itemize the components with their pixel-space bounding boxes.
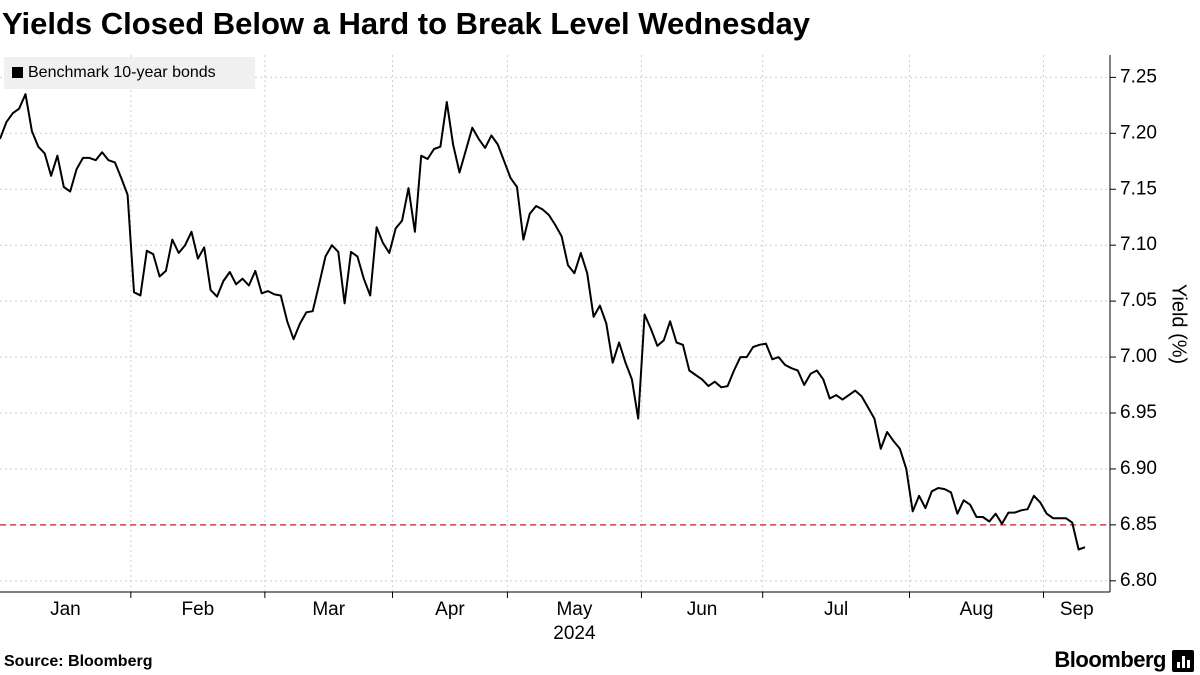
series-line — [0, 93, 1086, 551]
brand-icon-bar — [1177, 662, 1180, 668]
brand-logo: Bloomberg — [1054, 647, 1166, 672]
x-tick-label: Mar — [312, 599, 345, 620]
y-tick-label: 6.80 — [1120, 570, 1157, 591]
y-tick-label: 7.10 — [1120, 234, 1157, 255]
y-tick-label: 7.15 — [1120, 178, 1157, 199]
x-year-label: 2024 — [553, 623, 596, 644]
x-tick-label: Apr — [435, 599, 465, 620]
legend-box — [4, 57, 255, 89]
legend-label: Benchmark 10-year bonds — [28, 64, 216, 81]
y-tick-label: 7.05 — [1120, 290, 1157, 311]
y-axis-label: Yield (%) — [1168, 284, 1190, 364]
x-tick-label: Feb — [181, 599, 214, 620]
y-tick-label: 7.00 — [1120, 346, 1157, 367]
x-tick-label: Jun — [687, 599, 718, 620]
x-tick-label: Jan — [50, 599, 81, 620]
brand-icon-bar — [1182, 656, 1185, 668]
y-tick-label: 7.20 — [1120, 122, 1157, 143]
legend-swatch — [12, 67, 23, 78]
x-tick-label: Aug — [960, 599, 994, 620]
x-tick-label: Sep — [1060, 599, 1094, 620]
y-tick-label: 6.95 — [1120, 402, 1157, 423]
chart-title: Yields Closed Below a Hard to Break Leve… — [2, 6, 811, 41]
x-tick-label: Jul — [824, 599, 848, 620]
y-tick-label: 7.25 — [1120, 66, 1157, 87]
source: Source: Bloomberg — [4, 653, 152, 670]
brand-icon-bar — [1187, 660, 1190, 668]
y-tick-label: 6.90 — [1120, 458, 1157, 479]
x-tick-label: May — [556, 599, 592, 620]
y-tick-label: 6.85 — [1120, 514, 1157, 535]
plot-area: 6.80 6.85 6.90 6.95 7.00 7.05 7.10 7.15 7.20 7.25… — [0, 55, 1157, 644]
